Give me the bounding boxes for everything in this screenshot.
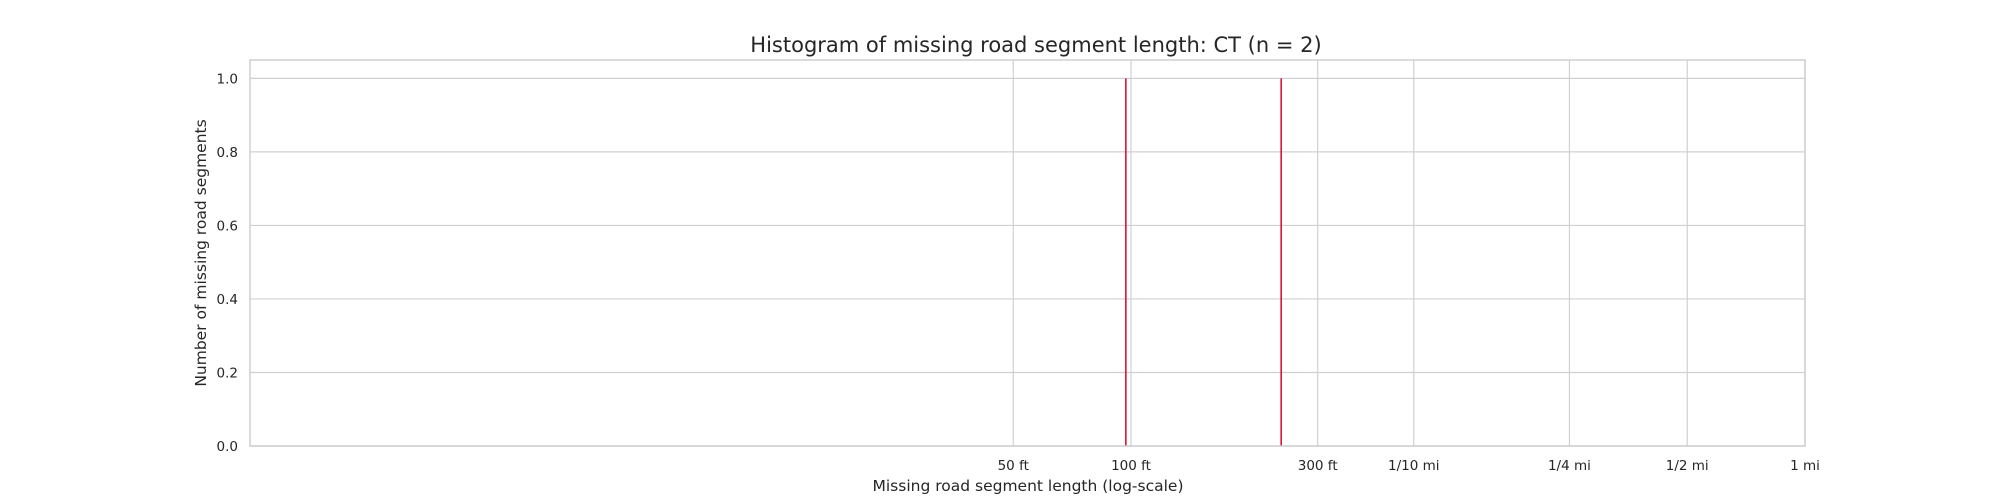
x-tick-label: 1/2 mi bbox=[1666, 458, 1709, 474]
y-tick-label: 0.0 bbox=[217, 439, 238, 455]
plot-frame bbox=[249, 59, 1806, 447]
y-tick-label: 0.4 bbox=[217, 292, 238, 308]
grid-lines bbox=[250, 60, 1806, 447]
y-tick-label: 0.8 bbox=[217, 145, 238, 161]
x-tick-label: 1/4 mi bbox=[1548, 458, 1591, 474]
y-tick-label: 1.0 bbox=[217, 71, 238, 87]
x-axis-label: Missing road segment length (log-scale) bbox=[872, 477, 1183, 495]
y-tick-label: 0.6 bbox=[217, 218, 238, 234]
y-tick-label: 0.2 bbox=[217, 365, 238, 381]
x-tick-label: 50 ft bbox=[998, 458, 1029, 474]
x-tick-labels: 50 ft 100 ft 300 ft 1/10 mi 1/4 mi 1/2 mi 1 mi bbox=[998, 458, 1820, 474]
y-axis-label: Number of missing road segments bbox=[192, 119, 210, 386]
y-tick-labels: 0.0 0.2 0.4 0.6 0.8 1.0 bbox=[217, 71, 238, 455]
x-tick-label: 100 ft bbox=[1111, 458, 1151, 474]
x-tick-label: 1 mi bbox=[1790, 458, 1820, 474]
x-tick-label: 1/10 mi bbox=[1388, 458, 1440, 474]
histogram-bars bbox=[1125, 78, 1282, 446]
x-tick-label: 300 ft bbox=[1298, 458, 1338, 474]
chart-title: Histogram of missing road segment length… bbox=[750, 33, 1321, 57]
